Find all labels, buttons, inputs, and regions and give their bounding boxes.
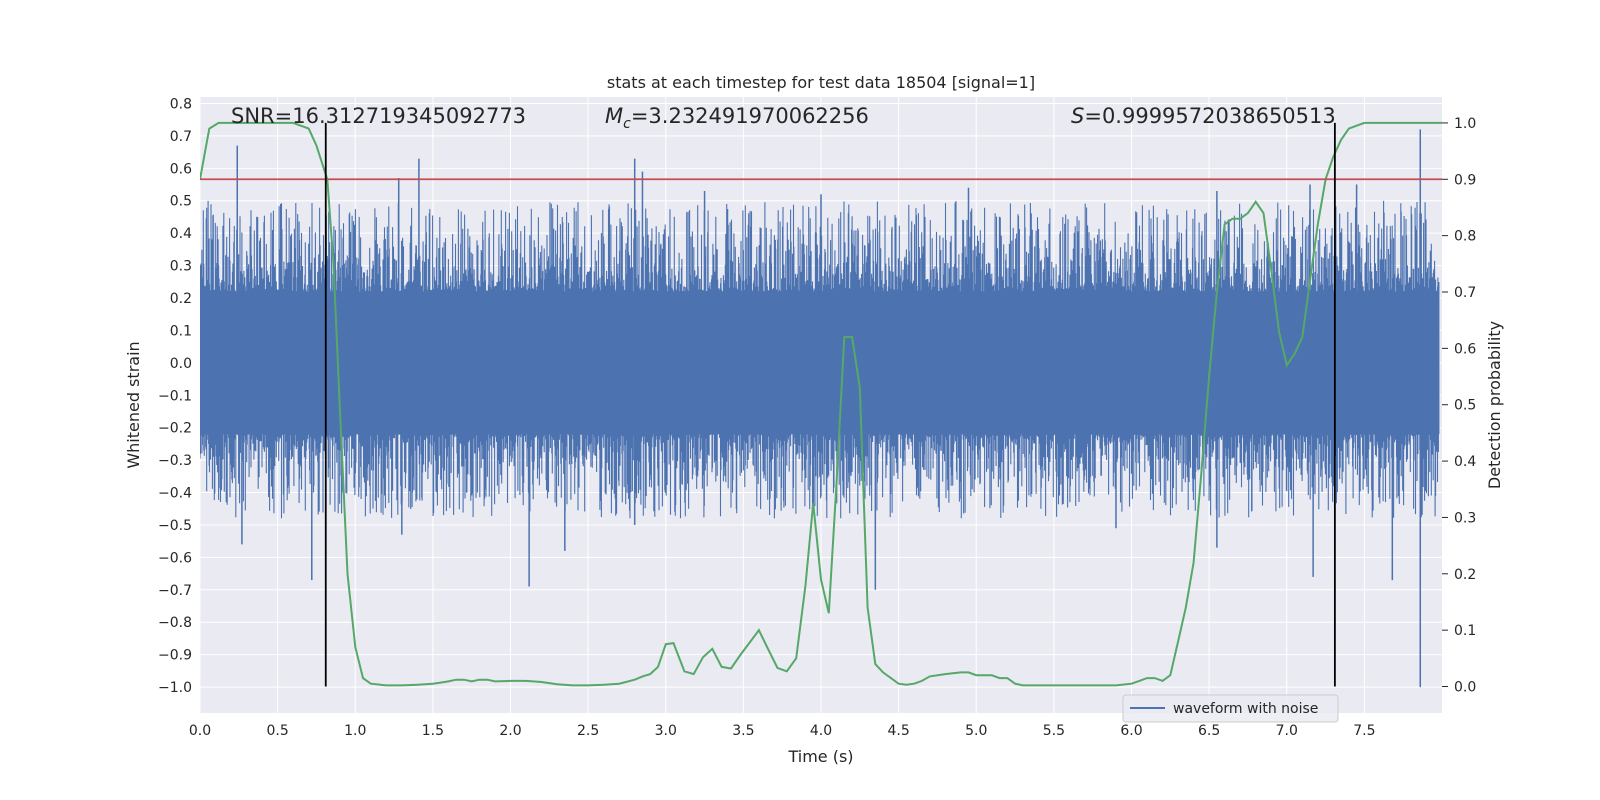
x-tick-label: 4.0 <box>810 723 832 739</box>
x-tick-label: 5.5 <box>1043 723 1065 739</box>
y-left-tick-label: −0.8 <box>158 615 192 631</box>
y-left-tick-label: −0.1 <box>158 388 192 404</box>
y-right-tick-label: 1.0 <box>1454 116 1476 132</box>
chirp-mass-subscript: c <box>623 116 631 132</box>
x-tick-label: 2.5 <box>577 723 599 739</box>
y-left-tick-label: −0.4 <box>158 486 192 502</box>
y-left-tick-label: 0.8 <box>170 96 192 112</box>
chart-title: stats at each timestep for test data 185… <box>607 73 1035 92</box>
y-left-tick-label: −0.3 <box>158 453 192 469</box>
x-tick-label: 4.5 <box>887 723 909 739</box>
y-left-tick-label: 0.3 <box>170 259 192 275</box>
x-tick-label: 3.5 <box>732 723 754 739</box>
x-tick-label: 2.0 <box>499 723 521 739</box>
y-right-tick-label: 0.3 <box>1454 510 1476 526</box>
snr-annotation: SNR=16.312719345092773 <box>231 104 526 128</box>
detection-statistic-symbol: S <box>1071 104 1084 128</box>
y-left-axis-label: Whitened strain <box>124 341 143 468</box>
waveform-series <box>200 129 1440 688</box>
chirp-mass-symbol: M <box>605 104 623 128</box>
y-right-tick-label: 0.9 <box>1454 172 1476 188</box>
x-tick-label: 3.0 <box>655 723 677 739</box>
probability-line <box>200 121 1442 687</box>
x-tick-label: 7.0 <box>1276 723 1298 739</box>
x-tick-label: 1.0 <box>344 723 366 739</box>
y-left-tick-label: −0.5 <box>158 518 192 534</box>
x-tick-label: 6.5 <box>1198 723 1220 739</box>
y-left-tick-label: 0.2 <box>170 291 192 307</box>
y-left-tick-label: 0.5 <box>170 194 192 210</box>
y-left-tick-label: 0.4 <box>170 226 192 242</box>
legend-box <box>1122 694 1339 723</box>
y-left-axis-ticks: 0.8 0.7 0.6 0.5 0.4 0.3 0.2 0.1 0.0 −0.1 −0.2 −0.3 −… <box>158 96 192 696</box>
detection-statistic-annotation: S=0.9999572038650513 <box>1071 104 1336 128</box>
x-tick-label: 5.0 <box>965 723 987 739</box>
y-right-tick-label: 0.6 <box>1454 341 1476 357</box>
y-left-tick-label: 0.6 <box>170 161 192 177</box>
x-tick-label: 6.0 <box>1120 723 1142 739</box>
y-right-axis-ticks: 1.0 0.9 0.8 0.7 0.6 0.5 0.4 0.3 0.2 0.1 0.0 <box>1442 116 1476 696</box>
y-right-tick-label: 0.0 <box>1454 680 1476 696</box>
y-left-tick-label: −0.6 <box>158 550 192 566</box>
y-right-axis-label: Detection probability <box>1485 321 1504 489</box>
y-right-tick-label: 0.8 <box>1454 229 1476 245</box>
x-tick-label: 0.0 <box>189 723 211 739</box>
legend: waveform with noise <box>1122 694 1339 723</box>
legend-label-waveform: waveform with noise <box>1173 701 1318 717</box>
y-left-tick-label: 0.1 <box>170 323 192 339</box>
y-right-tick-label: 0.4 <box>1454 454 1476 470</box>
x-tick-label: 1.5 <box>422 723 444 739</box>
x-axis-label: Time (s) <box>787 747 853 766</box>
x-tick-label: 7.5 <box>1353 723 1375 739</box>
waveform-band <box>200 298 1439 435</box>
overlay-lines <box>200 122 1442 687</box>
y-right-tick-label: 0.1 <box>1454 623 1476 639</box>
x-axis-ticks: 0.0 0.5 1.0 1.5 2.0 2.5 3.0 3.5 4.0 4.5 5.0 5.5 6.0 6… <box>189 723 1376 739</box>
probability-series <box>200 121 1442 687</box>
y-right-tick-label: 0.7 <box>1454 285 1476 301</box>
chirp-mass-value: =3.232491970062256 <box>631 104 869 128</box>
y-left-tick-label: −0.9 <box>158 648 192 664</box>
chirp-mass-annotation: Mc=3.232491970062256 <box>605 104 869 132</box>
y-right-tick-label: 0.5 <box>1454 398 1476 414</box>
y-left-tick-label: −1.0 <box>158 680 192 696</box>
y-right-tick-label: 0.2 <box>1454 567 1476 583</box>
y-left-tick-label: −0.7 <box>158 583 192 599</box>
y-left-tick-label: 0.7 <box>170 129 192 145</box>
detection-statistic-value: =0.9999572038650513 <box>1084 104 1335 128</box>
x-tick-label: 0.5 <box>266 723 288 739</box>
y-left-tick-label: 0.0 <box>170 356 192 372</box>
y-left-tick-label: −0.2 <box>158 421 192 437</box>
